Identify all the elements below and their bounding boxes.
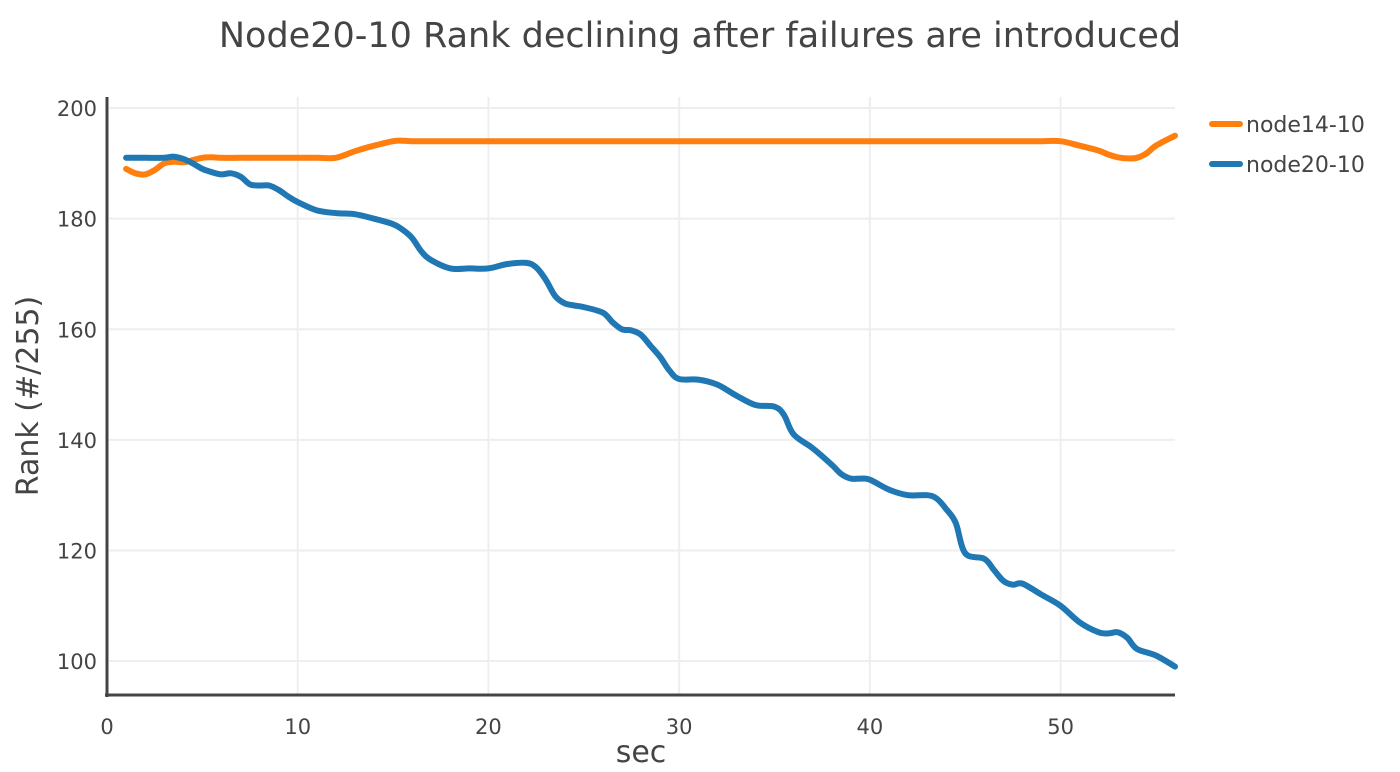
legend[interactable]: node14-10 node20-10 <box>1209 113 1365 178</box>
y-tick-label: 140 <box>57 429 97 453</box>
y-tick-label: 120 <box>57 539 97 563</box>
x-tick-label: 40 <box>856 715 883 739</box>
axes <box>105 97 1175 697</box>
chart-title: Node20-10 Rank declining after failures … <box>219 16 1181 56</box>
series-line-node20-10 <box>123 153 1178 670</box>
x-tick-label: 0 <box>100 715 113 739</box>
y-tick-label: 160 <box>57 318 97 342</box>
grid <box>109 97 1175 695</box>
y-tick-label: 180 <box>57 208 97 232</box>
x-tick-label: 50 <box>1047 715 1074 739</box>
legend-item-node14-10[interactable]: node14-10 <box>1209 113 1365 138</box>
x-tick-labels: 0 10 20 30 40 50 <box>100 715 1074 739</box>
y-tick-label: 200 <box>57 97 97 121</box>
x-tick-label: 10 <box>284 715 311 739</box>
y-tick-label: 100 <box>57 650 97 674</box>
legend-label: node14-10 <box>1246 113 1365 138</box>
legend-label: node20-10 <box>1246 153 1365 178</box>
legend-item-node20-10[interactable]: node20-10 <box>1209 153 1365 178</box>
x-tick-label: 30 <box>666 715 693 739</box>
x-tick-label: 20 <box>475 715 502 739</box>
series-line-node14-10 <box>123 132 1178 178</box>
y-tick-labels: 100 120 140 160 180 200 <box>57 97 97 674</box>
y-axis-title: Rank (#/255) <box>11 296 46 496</box>
series-group <box>123 132 1178 670</box>
x-axis-title: sec <box>616 735 667 770</box>
